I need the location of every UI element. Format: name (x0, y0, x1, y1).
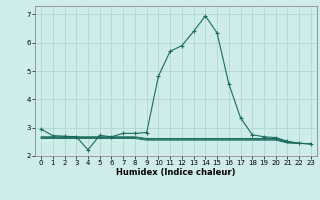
X-axis label: Humidex (Indice chaleur): Humidex (Indice chaleur) (116, 168, 236, 177)
